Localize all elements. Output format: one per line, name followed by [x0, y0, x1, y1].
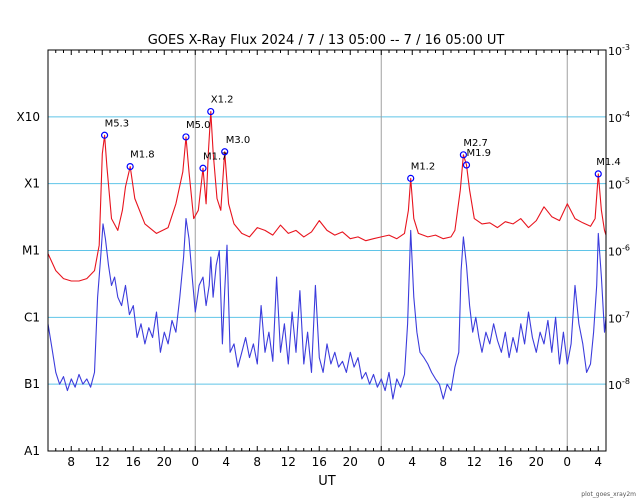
flare-label: M1.9	[467, 148, 492, 159]
x-tick-label: 20	[343, 455, 358, 469]
y-tick-label-flux: 10-5	[608, 177, 630, 192]
x-tick-label: 4	[408, 455, 416, 469]
x-tick-label: 0	[563, 455, 571, 469]
flare-marker	[594, 170, 602, 178]
y-tick-label-flux: 10-3	[608, 43, 630, 58]
credit-label: plot_goes_xray2m	[581, 491, 636, 498]
grid-layer	[48, 50, 606, 451]
flare-label: M2.7	[463, 138, 488, 149]
flare-marker	[100, 131, 109, 139]
flare-marker	[459, 151, 467, 159]
x-tick-label: 16	[312, 455, 327, 469]
x-tick-label: 16	[126, 455, 141, 469]
flare-label: M1.2	[411, 161, 436, 172]
x-tick-label: 8	[439, 455, 447, 469]
series-layer	[47, 110, 607, 400]
axis-layer: X10 X1 M1 C1 B1 A1 10-3 10-4 10-5 10-6 10-7 10-8 8 12…	[17, 43, 630, 469]
flare-marker	[462, 161, 471, 169]
y-tick-label-class: C1	[24, 310, 40, 324]
x-tick-label: 8	[253, 455, 261, 469]
flare-label: X1.2	[211, 95, 234, 106]
flare-label: M3.0	[226, 135, 251, 146]
series-line-short	[47, 218, 607, 400]
y-tick-label-class: M1	[22, 244, 40, 258]
flare-marker	[207, 107, 215, 116]
x-tick-label: 0	[191, 455, 199, 469]
flare-layer: M5.3 M1.8 M5.0 M1.7 X1.2 M3.0 M1.2 M2.7M1.9 M1.4	[100, 95, 621, 182]
x-tick-label: 12	[467, 455, 482, 469]
flare-marker	[126, 163, 134, 171]
x-tick-label: 4	[222, 455, 230, 469]
y-tick-label-flux: 10-4	[608, 110, 630, 125]
x-axis-label: UT	[318, 474, 336, 489]
flare-label: M1.4	[596, 157, 621, 168]
flare-label: M5.0	[186, 120, 211, 131]
x-tick-label: 0	[377, 455, 385, 469]
x-tick-label: 12	[95, 455, 110, 469]
x-tick-label: 4	[594, 455, 602, 469]
flare-marker	[221, 148, 229, 156]
chart-title: GOES X-Ray Flux 2024 / 7 / 13 05:00 -- 7…	[148, 33, 505, 48]
y-tick-label-class: A1	[24, 444, 40, 458]
y-tick-label-class: X10	[17, 110, 41, 124]
y-tick-label-class: X1	[24, 177, 40, 191]
y-tick-label-flux: 10-8	[608, 377, 630, 392]
y-tick-label-class: B1	[24, 377, 40, 391]
y-tick-label-flux: 10-7	[608, 310, 630, 325]
x-tick-label: 16	[498, 455, 513, 469]
flare-marker	[407, 174, 415, 182]
x-tick-label: 20	[529, 455, 544, 469]
x-tick-label: 20	[157, 455, 172, 469]
flare-label: M1.7	[203, 151, 228, 162]
y-tick-label-flux: 10-6	[608, 244, 630, 259]
x-tick-label: 8	[67, 455, 75, 469]
flare-label: M5.3	[105, 118, 130, 129]
flare-label: M1.8	[130, 150, 155, 161]
series-line-long	[47, 110, 607, 282]
x-tick-label: 12	[281, 455, 296, 469]
flare-marker	[199, 164, 207, 172]
flare-marker	[182, 133, 190, 141]
